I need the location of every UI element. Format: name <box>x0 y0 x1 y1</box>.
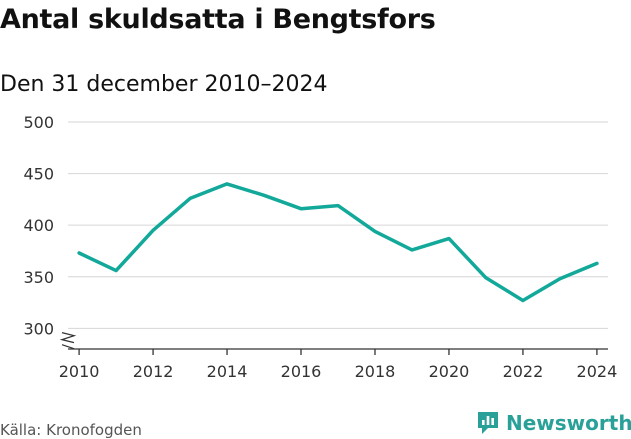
axis-break-icon <box>59 332 77 350</box>
brand-name: Newsworthy <box>506 411 631 435</box>
x-tick-label: 2016 <box>281 362 322 381</box>
y-tick-label: 300 <box>23 319 54 338</box>
x-tick-label: 2014 <box>207 362 248 381</box>
chart-subtitle: Den 31 december 2010–2024 <box>0 72 328 97</box>
bar-chart-icon <box>478 412 498 434</box>
y-axis-ticks: 300 350 400 450 500 <box>23 113 54 338</box>
gridlines <box>68 121 608 329</box>
y-tick-label: 450 <box>23 165 54 184</box>
x-tick-label: 2024 <box>577 362 618 381</box>
x-tick-label: 2012 <box>133 362 174 381</box>
y-tick-label: 350 <box>23 268 54 287</box>
chart-title: Antal skuldsatta i Bengtsfors <box>0 4 436 35</box>
y-tick-label: 400 <box>23 216 54 235</box>
axis-break-mark <box>59 332 77 350</box>
source-note: Källa: Kronofogden <box>0 421 142 439</box>
x-tick-label: 2018 <box>355 362 396 381</box>
brand-logo: Newsworthy <box>476 408 631 438</box>
x-tick-label: 2020 <box>429 362 470 381</box>
line-chart: 300 350 400 450 500 2010 2012 2014 2016 2018 2020… <box>23 113 618 381</box>
x-tick-label: 2022 <box>503 362 544 381</box>
series-line <box>77 182 599 303</box>
x-tick-label: 2010 <box>59 362 100 381</box>
x-axis-ticks: 2010 2012 2014 2016 2018 2020 2022 2024 <box>59 349 618 381</box>
y-tick-label: 500 <box>23 113 54 132</box>
